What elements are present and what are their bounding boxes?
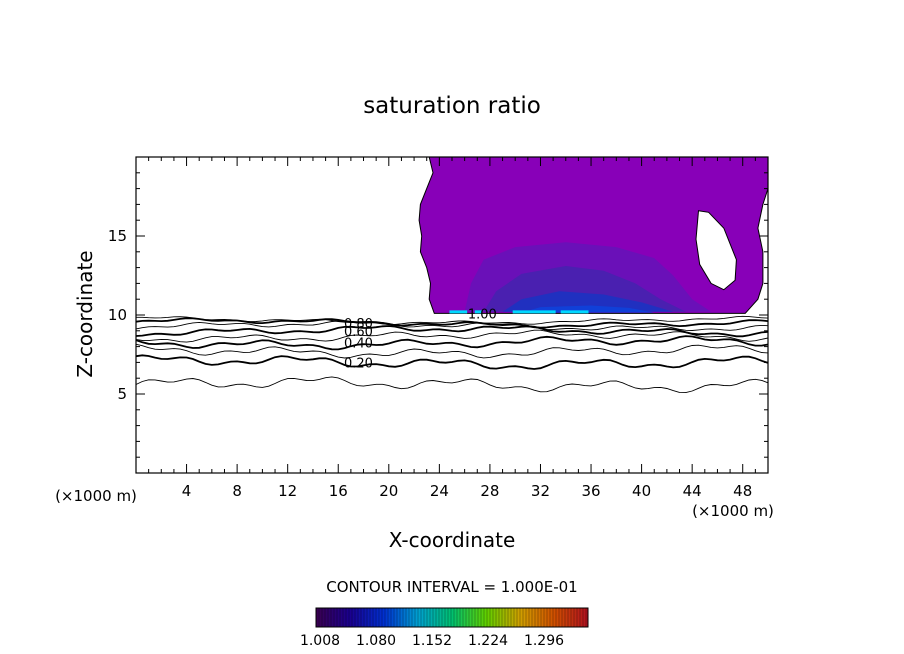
contour-line <box>135 325 769 338</box>
chart-title: saturation ratio <box>363 93 541 119</box>
x-tick-label: 48 <box>733 482 752 500</box>
contour-lines <box>135 315 769 394</box>
contour-label: 1.00 <box>468 307 497 322</box>
x-tick-label: 20 <box>379 482 398 500</box>
contour-labels: 0.20 0.400.600.80 1.00 <box>344 307 497 371</box>
y-axis-label: Z-coordinate <box>73 250 97 377</box>
colorbar-label: 1.296 <box>524 633 564 649</box>
contour-line <box>135 335 769 351</box>
y-tick-labels: 5 10 15 <box>108 227 127 403</box>
x-tick-label: 44 <box>683 482 702 500</box>
x-tick-label: 40 <box>632 482 651 500</box>
contour-line <box>135 354 769 370</box>
saturation-fill-region <box>418 156 769 314</box>
x-unit-right: (×1000 m) <box>692 502 774 520</box>
contour-line <box>136 315 769 325</box>
contour-label: 0.80 <box>344 317 373 332</box>
x-tick-label: 8 <box>232 482 242 500</box>
x-tick-label: 32 <box>531 482 550 500</box>
colorbar-label: 1.152 <box>412 633 452 649</box>
x-tick-label: 28 <box>480 482 499 500</box>
colorbar-label: 1.080 <box>356 633 396 649</box>
colorbar-label: 1.008 <box>300 633 340 649</box>
contour-interval: CONTOUR INTERVAL = 1.000E-01 <box>326 578 577 596</box>
x-tick-label: 24 <box>430 482 449 500</box>
contour-line <box>135 343 769 359</box>
contour-line <box>135 376 769 394</box>
y-tick-label: 10 <box>108 306 127 324</box>
x-tick-labels: 4 8 12 16 20 24 28 32 36 40 44 48 <box>182 482 752 500</box>
x-tick-label: 4 <box>182 482 192 500</box>
contour-label: 0.20 <box>344 356 373 371</box>
contour-label: 0.40 <box>344 337 373 352</box>
contour-line <box>135 329 769 343</box>
x-tick-label: 36 <box>581 482 600 500</box>
colorbar <box>315 607 589 628</box>
y-tick-label: 5 <box>117 385 127 403</box>
x-unit-left: (×1000 m) <box>55 487 137 505</box>
x-tick-label: 16 <box>329 482 348 500</box>
colorbar-label: 1.224 <box>468 633 508 649</box>
contour-line <box>135 320 769 331</box>
y-tick-label: 15 <box>108 227 127 245</box>
x-tick-label: 12 <box>278 482 297 500</box>
fill-hole <box>695 210 737 291</box>
colorbar-labels: 1.008 1.080 1.152 1.224 1.296 <box>300 633 564 649</box>
fill-deep-level <box>502 291 674 312</box>
axis-ticks <box>136 157 768 473</box>
x-axis-label: X-coordinate <box>389 528 516 552</box>
contour-label: 0.60 <box>344 325 373 340</box>
